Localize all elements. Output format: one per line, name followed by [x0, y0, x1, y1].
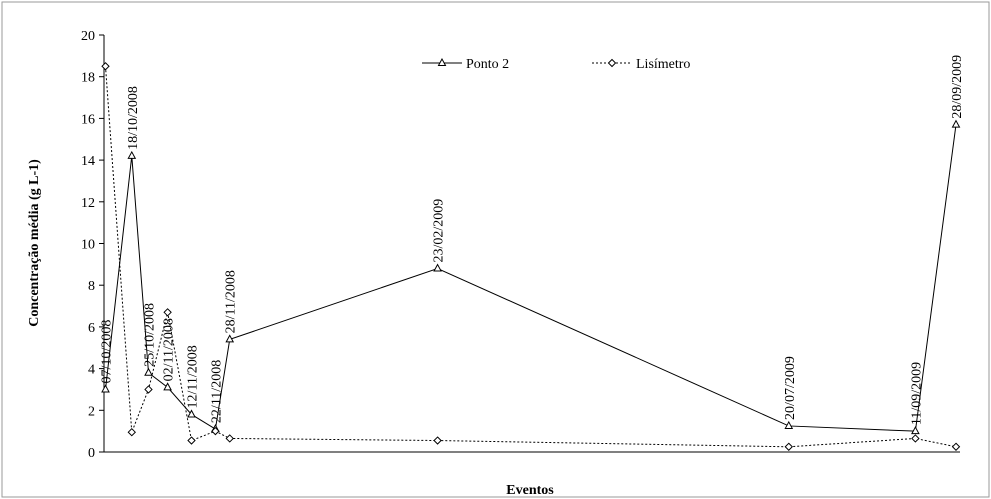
- data-point-diamond: [187, 436, 196, 445]
- point-date-label: 22/11/2008: [209, 360, 224, 423]
- data-point-triangle: [225, 334, 235, 343]
- data-point-diamond: [911, 434, 920, 443]
- series-layer: [101, 62, 961, 451]
- legend-marker-triangle: [437, 57, 447, 66]
- point-date-label: 18/10/2008: [126, 86, 141, 150]
- point-date-label: 12/11/2008: [186, 345, 201, 408]
- data-point-diamond: [225, 434, 234, 443]
- data-point-diamond: [211, 426, 220, 436]
- legend-marker-diamond: [607, 58, 617, 68]
- data-point-triangle: [433, 263, 442, 272]
- point-date-label: 02/11/2008: [162, 318, 177, 381]
- y-tick-label: 12: [81, 196, 95, 211]
- point-labels: 07/10/2008 18/10/2008 25/10/2008 02/11/2008…: [100, 55, 966, 425]
- data-point-triangle: [784, 420, 794, 429]
- data-point-triangle: [187, 409, 196, 418]
- legend-label-ponto-2: Ponto 2: [466, 57, 509, 72]
- data-point-diamond: [784, 442, 793, 451]
- data-point-triangle: [951, 119, 961, 128]
- point-date-label: 23/02/2009: [432, 199, 447, 263]
- y-tick-label: 20: [81, 29, 95, 44]
- y-tick-label: 14: [81, 154, 95, 169]
- y-axis-title: Concentração média (g L-1): [27, 159, 42, 327]
- y-tick-label: 8: [88, 279, 95, 294]
- y-tick-label: 4: [88, 363, 95, 378]
- data-point-triangle: [911, 426, 920, 435]
- point-date-label: 28/11/2008: [224, 270, 239, 333]
- legend: Ponto 2 Lisímetro: [422, 57, 690, 72]
- data-point-triangle: [163, 382, 172, 391]
- point-date-label: 11/09/2009: [909, 362, 924, 425]
- point-date-label: 07/10/2008: [100, 320, 115, 384]
- data-point-diamond: [951, 442, 961, 451]
- series-lisimetro: [101, 62, 961, 451]
- data-point-triangle: [144, 367, 153, 376]
- data-point-triangle: [101, 384, 110, 393]
- y-tick-label: 18: [81, 71, 95, 86]
- point-date-label: 25/10/2008: [143, 303, 158, 367]
- y-axis: 0 2 4 6 8 10 12 14 16 18 20: [81, 29, 105, 461]
- y-tick-label: 2: [88, 404, 95, 419]
- y-tick-label: 16: [81, 112, 95, 127]
- y-tick-label: 10: [81, 238, 95, 253]
- x-axis-title: Eventos: [506, 483, 554, 498]
- point-date-label: 20/07/2009: [783, 356, 798, 420]
- data-point-diamond: [163, 308, 172, 317]
- point-date-label: 28/09/2009: [950, 55, 965, 119]
- legend-label-lisimetro: Lisímetro: [636, 57, 690, 72]
- y-tick-label: 6: [88, 321, 95, 336]
- data-point-diamond: [433, 436, 442, 445]
- y-tick-label: 0: [88, 446, 95, 461]
- data-point-diamond: [101, 62, 110, 71]
- data-point-triangle: [127, 150, 137, 159]
- data-point-diamond: [127, 427, 136, 437]
- data-point-diamond: [144, 385, 153, 394]
